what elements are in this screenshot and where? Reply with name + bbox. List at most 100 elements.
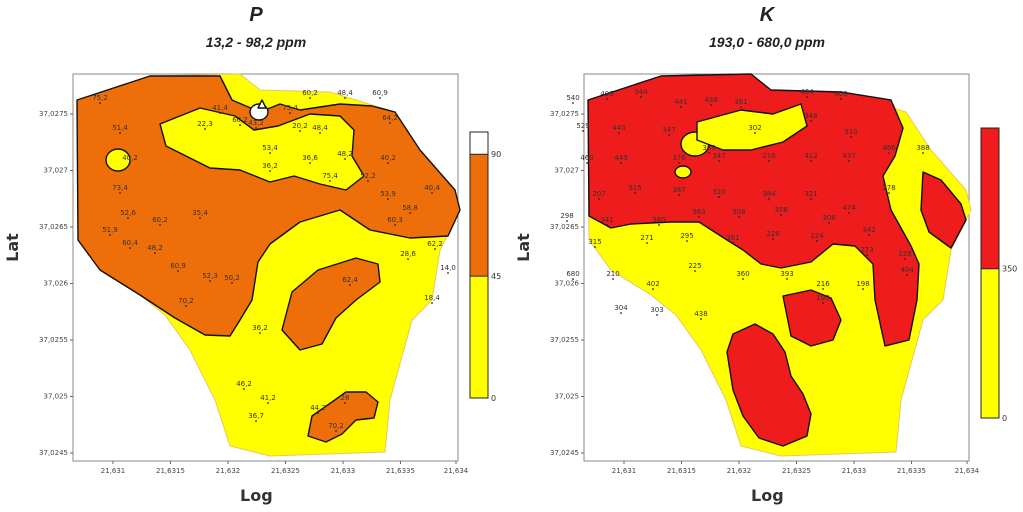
sample-label: 310: [712, 188, 725, 196]
x-axis-label: Log: [751, 486, 784, 505]
sample-label: 48,2: [147, 244, 163, 252]
legend-band: [470, 154, 488, 277]
sample-point: [154, 252, 156, 254]
sample-label: 14,0: [440, 264, 456, 272]
sample-label: 406: [834, 90, 848, 98]
sample-point: [572, 278, 574, 280]
sample-point: [204, 128, 206, 130]
sample-label: 48,2: [337, 150, 353, 158]
sample-label: 404: [800, 88, 814, 96]
sample-point: [335, 430, 337, 432]
sample-label: 44,2: [310, 404, 326, 412]
sample-label: 361: [726, 234, 739, 242]
map-subtitle: 13,2 - 98,2 ppm: [205, 34, 307, 50]
sample-point: [344, 158, 346, 160]
sample-point: [594, 246, 596, 248]
sample-point: [572, 102, 574, 104]
sample-point: [656, 314, 658, 316]
sample-point: [566, 220, 568, 222]
sample-label: 48,4: [337, 89, 353, 97]
contour-map: 75,2 51,4 40,2 73,4 52,6 51,9 60,2 35,4 60,4 48,2…: [39, 73, 501, 475]
x-tick-label: 21,633: [331, 467, 356, 475]
sample-label: 347: [662, 126, 675, 134]
sample-point: [177, 270, 179, 272]
map-title: P: [249, 4, 263, 26]
sample-point: [646, 242, 648, 244]
sample-label: 529: [576, 122, 589, 130]
sample-label: 48,4: [312, 124, 328, 132]
sample-label: 389: [702, 144, 715, 152]
sample-label: 440: [612, 124, 625, 132]
y-tick-label: 37,0265: [550, 223, 579, 231]
sample-label: 388: [916, 144, 929, 152]
sample-point: [379, 97, 381, 99]
y-axis-label: Lat: [2, 233, 22, 262]
legend-frame: [980, 127, 1000, 419]
sample-point: [317, 412, 319, 414]
sample-label: 75,2: [92, 94, 108, 102]
y-tick-label: 37,0275: [39, 110, 68, 118]
map-title: K: [759, 4, 775, 26]
sample-label: 43,2: [248, 119, 264, 127]
x-tick-label: 21,632: [727, 467, 752, 475]
sample-point: [806, 96, 808, 98]
sample-label: 75,4: [322, 172, 338, 180]
sample-point: [618, 132, 620, 134]
sample-point: [718, 160, 720, 162]
sample-label: 60,9: [170, 262, 186, 270]
contour-zone-high: [257, 99, 267, 109]
sample-point: [634, 192, 636, 194]
sample-point: [822, 302, 824, 304]
sample-label: 348: [804, 112, 817, 120]
sample-point: [888, 192, 890, 194]
sample-label: 271: [640, 234, 653, 242]
sample-point: [888, 152, 890, 154]
sample-point: [344, 402, 346, 404]
sample-point: [319, 132, 321, 134]
sample-point: [640, 96, 642, 98]
sample-label: 380: [652, 216, 665, 224]
contour-zone-low: [696, 103, 808, 151]
sample-point: [127, 217, 129, 219]
sample-point: [708, 152, 710, 154]
sample-point: [668, 134, 670, 136]
sample-label: 315: [628, 184, 641, 192]
sample-label: 36,6: [302, 154, 318, 162]
sample-label: 193: [816, 294, 829, 302]
sample-point: [848, 160, 850, 162]
y-tick-label: 37,027: [44, 167, 69, 175]
legend-band: [470, 276, 488, 398]
sample-point: [586, 162, 588, 164]
sample-point: [904, 258, 906, 260]
contour-zone-low: [674, 165, 692, 179]
sample-point: [810, 160, 812, 162]
sample-point: [740, 106, 742, 108]
sample-label: 449: [614, 154, 627, 162]
x-tick-label: 21,634: [444, 467, 469, 475]
sample-label: 474: [842, 204, 856, 212]
x-axis-label: Log: [240, 486, 273, 505]
sample-point: [367, 180, 369, 182]
sample-label: 360: [736, 270, 749, 278]
sample-point: [255, 420, 257, 422]
sample-point: [906, 274, 908, 276]
sample-point: [866, 254, 868, 256]
sample-label: 52,2: [360, 172, 376, 180]
sample-label: 437: [842, 152, 855, 160]
sample-label: 198: [856, 280, 869, 288]
contour-zone-mid: [281, 257, 381, 351]
sample-point: [738, 216, 740, 218]
sample-label: 406: [600, 90, 614, 98]
sample-label: 73,4: [112, 184, 128, 192]
sample-point: [678, 194, 680, 196]
sample-point: [582, 130, 584, 132]
sample-label: 341: [600, 216, 613, 224]
x-tick-label: 21,631: [101, 467, 126, 475]
sample-point: [606, 224, 608, 226]
x-tick-label: 21,631: [612, 467, 637, 475]
sample-label: 387: [672, 186, 685, 194]
sample-label: 228: [898, 250, 911, 258]
sample-point: [840, 98, 842, 100]
sample-point: [387, 198, 389, 200]
sample-label: 20,2: [292, 122, 308, 130]
